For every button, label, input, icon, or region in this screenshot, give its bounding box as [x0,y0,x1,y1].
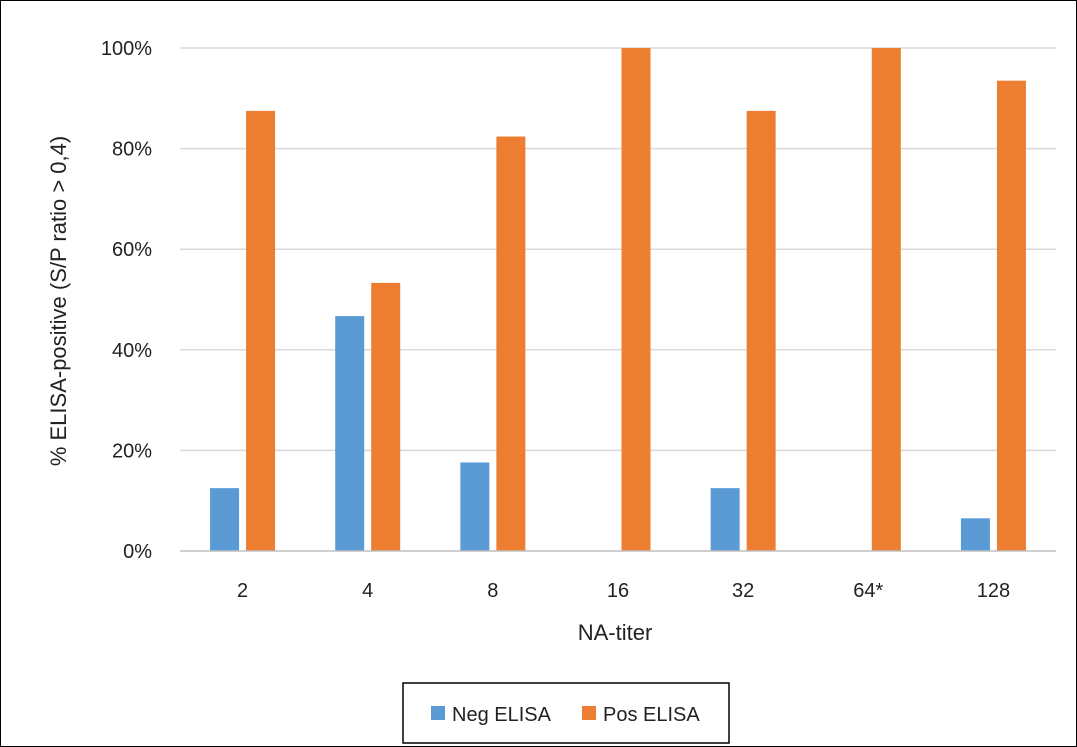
legend: Neg ELISA Pos ELISA [402,682,730,744]
x-axis-ticks: 2 4 8 16 32 64* 128 [237,580,1010,602]
legend-swatch-neg-elisa [431,706,445,720]
bar-neg-elisa [960,518,990,551]
x-tick-label: 32 [732,580,754,602]
y-tick-label: 80% [112,139,152,161]
y-axis-title: % ELISA-positive (S/P ratio > 0,4) [46,136,71,466]
bar-neg-elisa [335,316,365,551]
bar-neg-elisa [710,488,740,552]
legend-swatch-pos-elisa [582,706,596,720]
y-tick-label: 100% [101,38,152,60]
y-axis-ticks: 0% 20% 40% 60% 80% 100% [101,38,152,563]
bar-neg-elisa [210,488,240,552]
legend-box [402,682,730,744]
gridlines [180,47,1056,452]
y-tick-label: 60% [112,239,152,261]
legend-label-neg-elisa: Neg ELISA [452,704,552,726]
x-axis-title: NA-titer [578,620,653,645]
x-tick-label: 2 [237,580,248,602]
bar-pos-elisa [371,282,401,551]
y-tick-label: 20% [112,440,152,462]
bars [210,48,1026,552]
bar-pos-elisa [621,48,651,551]
bar-neg-elisa [460,462,490,551]
y-tick-label: 40% [112,340,152,362]
legend-label-pos-elisa: Pos ELISA [603,704,700,726]
x-tick-label: 128 [977,580,1010,602]
bar-pos-elisa [246,110,276,552]
y-tick-label: 0% [123,541,152,563]
bar-pos-elisa [871,48,901,551]
bar-pos-elisa [496,136,526,551]
bar-pos-elisa [746,110,776,552]
bar-pos-elisa [996,80,1026,551]
x-tick-label: 8 [487,580,498,602]
x-tick-label: 4 [362,580,373,602]
x-tick-label: 64* [853,580,883,602]
x-tick-label: 16 [607,580,629,602]
